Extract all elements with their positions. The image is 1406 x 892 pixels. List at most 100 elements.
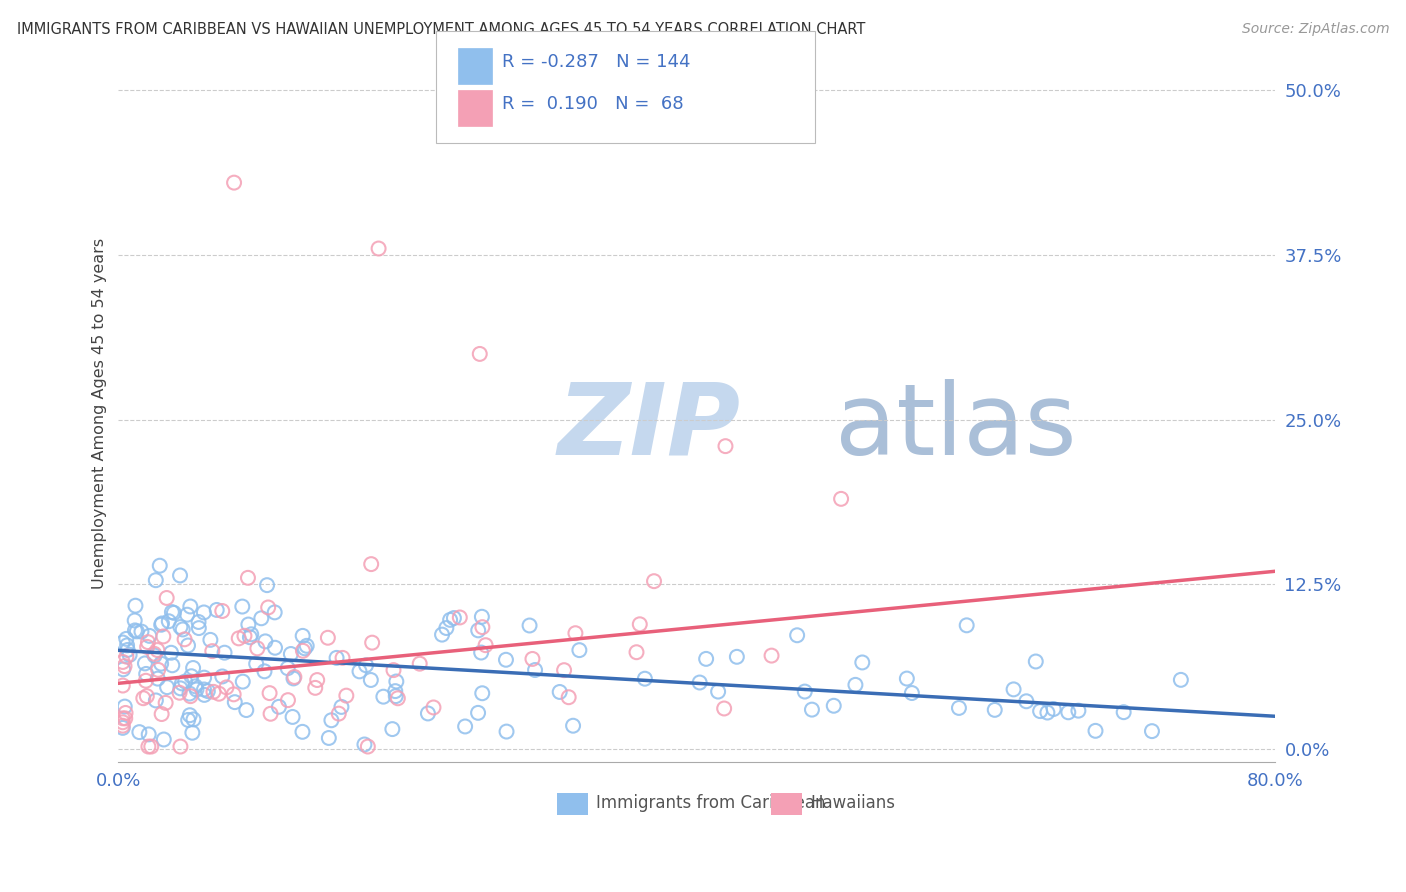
Point <box>176 607 198 622</box>
Point <box>553 663 575 677</box>
Text: atlas: atlas <box>835 379 1077 475</box>
Point <box>353 738 375 752</box>
Text: Hawaiians: Hawaiians <box>810 794 894 812</box>
Point <box>387 691 409 706</box>
Point <box>321 713 343 727</box>
Point <box>713 701 735 715</box>
Point <box>136 640 159 654</box>
Point <box>208 687 231 701</box>
Point <box>215 681 238 695</box>
Point <box>173 632 195 647</box>
Point <box>294 641 316 656</box>
Point <box>956 618 979 632</box>
Point <box>246 641 269 656</box>
Point <box>174 674 197 689</box>
Point <box>145 693 167 707</box>
Point <box>385 674 408 689</box>
Point <box>238 617 260 632</box>
Point <box>156 591 179 605</box>
Point <box>257 600 280 615</box>
Point <box>360 557 382 571</box>
Point <box>111 719 134 733</box>
Point <box>295 639 318 653</box>
Point <box>626 645 648 659</box>
Point <box>634 672 657 686</box>
Point <box>149 558 172 573</box>
Point <box>1140 724 1163 739</box>
Point <box>454 719 477 733</box>
Point <box>332 651 354 665</box>
Point <box>169 739 191 754</box>
Point <box>155 696 177 710</box>
Point <box>197 684 219 698</box>
Point <box>471 686 494 700</box>
Point <box>211 669 233 683</box>
Point <box>222 687 245 701</box>
Point <box>628 617 651 632</box>
Point <box>707 684 730 698</box>
Point <box>138 629 160 643</box>
Point <box>114 699 136 714</box>
Point <box>1002 682 1025 697</box>
Point <box>259 706 281 721</box>
Point <box>557 690 579 705</box>
Text: R = -0.287   N = 144: R = -0.287 N = 144 <box>502 53 690 70</box>
Point <box>205 603 228 617</box>
Point <box>138 739 160 754</box>
Point <box>283 670 305 684</box>
Point <box>267 699 290 714</box>
Text: R =  0.190   N =  68: R = 0.190 N = 68 <box>502 95 683 112</box>
Point <box>823 698 845 713</box>
Point <box>134 657 156 671</box>
Point <box>335 689 357 703</box>
Point <box>179 599 201 614</box>
Point <box>689 675 711 690</box>
Point <box>240 627 263 641</box>
Point <box>124 624 146 638</box>
Point <box>264 640 287 655</box>
Point <box>169 620 191 634</box>
Point <box>256 578 278 592</box>
Point <box>132 691 155 706</box>
Point <box>236 571 259 585</box>
Point <box>328 706 350 721</box>
Point <box>373 690 395 704</box>
Point <box>474 638 496 652</box>
Point <box>136 635 159 649</box>
Point <box>495 724 517 739</box>
Point <box>150 707 173 722</box>
FancyBboxPatch shape <box>557 793 588 815</box>
Point <box>361 635 384 649</box>
Point <box>239 630 262 644</box>
Point <box>349 665 371 679</box>
Point <box>896 672 918 686</box>
Point <box>844 678 866 692</box>
Point <box>948 701 970 715</box>
Point <box>235 703 257 717</box>
Point <box>984 703 1007 717</box>
Point <box>157 614 180 628</box>
Point <box>470 646 492 660</box>
Point <box>177 713 200 727</box>
Point <box>467 624 489 638</box>
Point <box>714 439 737 453</box>
Point <box>180 669 202 683</box>
Point <box>181 725 204 739</box>
Point <box>357 739 380 754</box>
Point <box>201 644 224 658</box>
Point <box>1029 704 1052 718</box>
Y-axis label: Unemployment Among Ages 45 to 54 years: Unemployment Among Ages 45 to 54 years <box>93 237 107 589</box>
Point <box>169 681 191 696</box>
Point <box>177 639 200 653</box>
Point <box>283 672 305 686</box>
Point <box>519 618 541 632</box>
Point <box>118 648 141 662</box>
Point <box>232 674 254 689</box>
Point <box>851 656 873 670</box>
Point <box>307 673 329 687</box>
Point <box>146 663 169 677</box>
Text: ZIP: ZIP <box>558 379 741 475</box>
Point <box>222 176 245 190</box>
Point <box>163 606 186 620</box>
Point <box>318 731 340 745</box>
